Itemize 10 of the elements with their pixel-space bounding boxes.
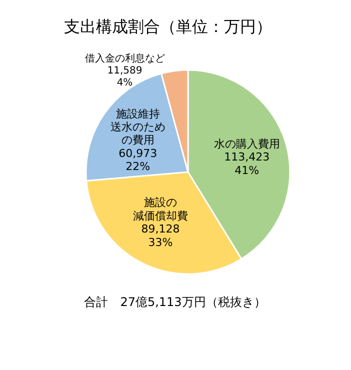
slice-label: 借入金の利息など: [84, 52, 165, 64]
chart-title: 支出構成割合（単位：万円）: [64, 17, 272, 36]
text: 合計 27億5,113万円（税抜き）: [84, 295, 266, 309]
data-label: 60,973 22%: [118, 146, 158, 174]
data-label: 113,423 41%: [224, 150, 270, 177]
data-label: 11,589 4%: [107, 66, 142, 88]
slice-label: 水の購入費用: [214, 137, 280, 150]
slice-label: 施設維持送水のための費用: [110, 107, 166, 147]
slice-label: 施設の減価償却費: [132, 196, 188, 222]
data-label: 89,128 33%: [141, 222, 180, 249]
